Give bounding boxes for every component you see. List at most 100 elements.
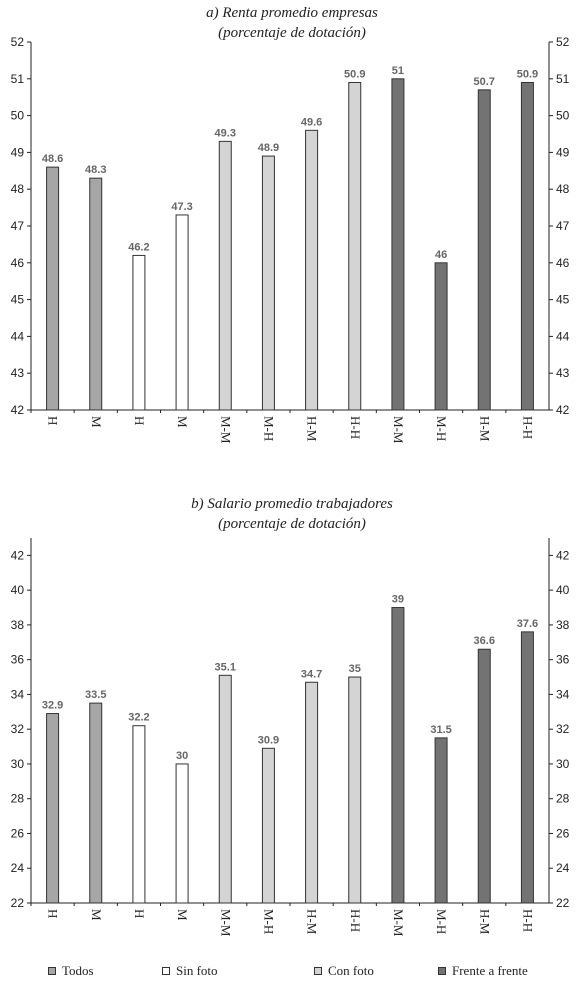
x-tick-label: M-M (218, 416, 233, 444)
bar (132, 725, 146, 904)
y-tick-label-right: 44 (556, 329, 570, 343)
x-tick-label: M (89, 909, 104, 921)
bar (520, 631, 534, 904)
y-tick-label-left: 22 (11, 896, 25, 910)
x-tick-label: M-M (391, 909, 406, 937)
x-tick-label: H-M (477, 416, 492, 442)
data-label: 30.9 (258, 734, 279, 746)
x-tick-label: M-M (391, 416, 406, 444)
bar (348, 81, 362, 411)
y-tick-label-right: 45 (556, 293, 570, 307)
y-tick-label-left: 26 (11, 826, 25, 840)
bar (391, 78, 405, 411)
x-tick-label: H (46, 909, 61, 918)
data-label: 48.3 (85, 164, 106, 176)
bar (46, 166, 60, 411)
x-tick-label: H-M (305, 909, 320, 935)
y-tick-label-right: 26 (556, 826, 570, 840)
x-tick-label: H-H (348, 909, 363, 932)
data-label: 39 (392, 594, 404, 606)
y-tick-label-left: 40 (11, 583, 25, 597)
chart-subtitle: (porcentaje de dotación) (218, 516, 366, 532)
x-tick-label: M-H (434, 416, 449, 441)
y-tick-label-left: 50 (11, 109, 25, 123)
data-label: 48.6 (42, 153, 63, 165)
data-label: 34.7 (301, 668, 322, 680)
y-tick-label-left: 47 (11, 219, 25, 233)
bar (89, 177, 103, 411)
y-tick-label-left: 38 (11, 618, 25, 632)
data-label: 32.9 (42, 700, 63, 712)
x-tick-label: M (175, 909, 190, 921)
data-label: 37.6 (517, 618, 538, 630)
bar (261, 155, 275, 411)
legend-swatch-con-foto (314, 967, 322, 975)
bar (218, 674, 232, 904)
y-tick-label-left: 42 (11, 403, 25, 417)
x-tick-label: H-M (477, 909, 492, 935)
legend-item-todos: Todos (48, 963, 94, 979)
y-tick-label-right: 50 (556, 109, 570, 123)
x-tick-label: M-H (261, 416, 276, 441)
x-tick-label: H-H (520, 416, 535, 439)
legend-label-con-foto: Con foto (328, 963, 374, 978)
y-tick-label-left: 43 (11, 366, 25, 380)
y-tick-label-right: 42 (556, 403, 570, 417)
y-tick-label-right: 32 (556, 722, 570, 736)
y-tick-label-left: 46 (11, 256, 25, 270)
legend: Todos Sin foto Con foto Frente a frente (0, 963, 584, 983)
x-tick-label: M (89, 416, 104, 428)
y-tick-label-right: 40 (556, 583, 570, 597)
x-tick-label: M-M (218, 909, 233, 937)
x-tick-label: H (46, 416, 61, 425)
data-label: 47.3 (171, 201, 192, 213)
x-tick-label: M-H (434, 909, 449, 934)
data-label: 48.9 (258, 142, 279, 154)
y-tick-label-right: 36 (556, 653, 570, 667)
data-label: 31.5 (430, 724, 451, 736)
y-tick-label-right: 52 (556, 35, 570, 49)
x-tick-label: M (175, 416, 190, 428)
y-tick-label-left: 30 (11, 757, 25, 771)
legend-item-frente-a-frente: Frente a frente (438, 963, 528, 979)
y-tick-label-left: 44 (11, 329, 25, 343)
bar (261, 747, 275, 904)
y-tick-label-left: 45 (11, 293, 25, 307)
bar (520, 81, 534, 411)
data-label: 35.1 (215, 661, 236, 673)
y-tick-label-right: 34 (556, 687, 570, 701)
y-tick-label-right: 47 (556, 219, 570, 233)
data-label: 32.2 (128, 712, 149, 724)
x-tick-label: H-M (305, 416, 320, 442)
bar (175, 763, 189, 904)
data-label: 46 (435, 249, 447, 261)
bar (89, 702, 103, 904)
y-tick-label-left: 51 (11, 72, 25, 86)
x-tick-label: M-H (261, 909, 276, 934)
y-tick-label-right: 28 (556, 792, 570, 806)
legend-label-todos: Todos (62, 963, 94, 978)
bar (218, 140, 232, 411)
x-tick-label: H-H (520, 909, 535, 932)
y-tick-label-right: 46 (556, 256, 570, 270)
data-label: 30 (176, 750, 188, 762)
y-tick-label-left: 36 (11, 653, 25, 667)
chart-title: a) Renta promedio empresas (206, 5, 378, 21)
y-tick-label-right: 42 (556, 548, 570, 562)
bar (305, 681, 319, 904)
y-tick-label-left: 52 (11, 35, 25, 49)
x-tick-label: H (132, 909, 147, 918)
y-tick-label-left: 49 (11, 145, 25, 159)
x-tick-label: H (132, 416, 147, 425)
bar (434, 737, 448, 904)
y-tick-label-left: 24 (11, 861, 25, 875)
bar (477, 648, 491, 904)
y-tick-label-right: 24 (556, 861, 570, 875)
y-tick-label-right: 38 (556, 618, 570, 632)
data-label: 33.5 (85, 689, 106, 701)
legend-item-con-foto: Con foto (314, 963, 374, 979)
data-label: 35 (349, 663, 361, 675)
chart-renta-empresas: a) Renta promedio empresas (porcentaje de… (11, 5, 570, 444)
y-tick-label-left: 34 (11, 687, 25, 701)
chart-title: b) Salario promedio trabajadores (191, 496, 393, 512)
